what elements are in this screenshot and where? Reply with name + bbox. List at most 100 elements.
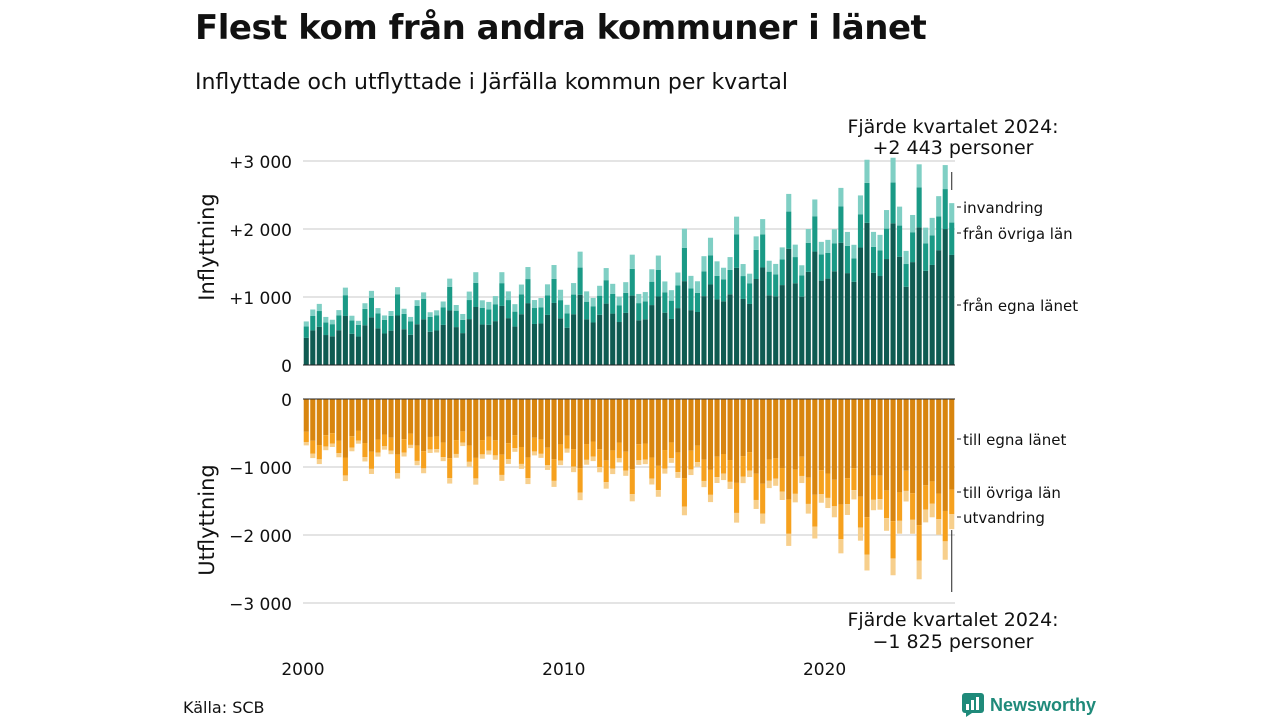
bar-segment (368, 451, 375, 469)
brand-name: Newsworthy (990, 694, 1097, 715)
bar-segment (740, 476, 746, 484)
bar-segment (923, 399, 929, 486)
bar-segment (701, 480, 707, 488)
bar-segment (864, 554, 870, 571)
bar-segment (323, 446, 329, 451)
bar-segment (903, 470, 909, 491)
bar-segment (564, 399, 570, 436)
bar-segment (773, 263, 779, 275)
y-tick-label: +3 000 (229, 153, 292, 173)
bar-segment (571, 314, 577, 365)
bar-segment (499, 305, 505, 365)
bar-segment (851, 399, 857, 469)
bar-segment (538, 307, 544, 324)
bar-segment (805, 503, 811, 514)
bar-segment (890, 157, 896, 183)
bar-segment (310, 330, 316, 365)
bar-segment (466, 461, 472, 467)
bar-segment (649, 478, 655, 485)
bar-segment (688, 469, 694, 476)
bar-segment (603, 460, 609, 483)
bar-segment (910, 232, 916, 263)
bar-segment (629, 268, 635, 296)
bar-segment (603, 399, 609, 461)
bar-segment (329, 319, 335, 325)
bar-segment (936, 493, 942, 520)
bar-segment (799, 275, 805, 297)
bar-segment (916, 525, 922, 561)
bar-segment (877, 250, 883, 277)
bar-segment (838, 399, 844, 505)
bar-segment (512, 311, 518, 327)
bar-segment (427, 331, 433, 365)
bar-segment (310, 453, 316, 459)
bar-segment (355, 399, 361, 431)
bar-segment (753, 499, 759, 509)
bar-segment (753, 473, 759, 500)
bar-segment (714, 456, 720, 478)
bar-segment (342, 475, 348, 482)
bar-segment (518, 314, 524, 365)
bar-segment (642, 399, 648, 444)
bar-segment (838, 187, 844, 207)
bar-segment (694, 462, 701, 467)
bar-segment (877, 399, 883, 476)
bar-segment (381, 319, 388, 334)
bar-segment (492, 304, 498, 322)
bar-segment (434, 330, 440, 365)
bar-segment (538, 298, 544, 308)
bar-segment (375, 313, 381, 329)
bar-segment (916, 399, 922, 526)
bar-segment (779, 399, 785, 469)
bar-segment (916, 227, 922, 365)
series-label: från egna länet (963, 297, 1078, 315)
bar-segment (499, 474, 505, 481)
bar-segment (655, 490, 661, 497)
bar-segment (740, 276, 746, 299)
bar-segment (936, 196, 942, 217)
bar-segment (342, 399, 348, 458)
bar-segment (851, 490, 857, 500)
bar-segment (466, 300, 472, 320)
bar-segment (681, 506, 687, 516)
bar-segment (479, 307, 485, 325)
bar-segment (890, 399, 896, 522)
bar-segment (388, 315, 394, 331)
bar-segment (401, 313, 407, 330)
bar-segment (818, 254, 824, 281)
bar-segment (421, 292, 427, 299)
bar-segment (831, 229, 837, 244)
bar-segment (473, 272, 479, 283)
bar-segment (636, 303, 642, 321)
bar-segment (551, 399, 557, 460)
bar-segment (721, 267, 727, 280)
bar-segment (499, 399, 505, 455)
bar-segment (375, 308, 381, 314)
bar-segment (355, 430, 361, 441)
bar-segment (342, 295, 348, 316)
bar-segment (408, 316, 414, 322)
bar-segment (538, 399, 544, 440)
y-tick-label: +1 000 (229, 289, 292, 309)
bar-segment (603, 268, 609, 281)
bar-segment (316, 445, 322, 460)
bar-segment (805, 399, 811, 478)
bar-segment (440, 399, 446, 443)
bar-segment (505, 443, 511, 460)
bar-segment (857, 247, 864, 365)
bar-segment (714, 275, 720, 300)
bar-segment (525, 457, 531, 479)
bar-segment (395, 454, 401, 474)
bar-segment (831, 479, 837, 507)
bar-segment (408, 433, 414, 445)
bar-segment (336, 399, 342, 441)
bar-segment (857, 496, 864, 528)
bar-segment (844, 273, 850, 365)
bar-segment (753, 399, 759, 474)
bar-segment (949, 254, 955, 365)
bar-segment (349, 333, 355, 365)
bar-segment (408, 334, 414, 365)
bar-segment (668, 442, 674, 459)
bar-segment (805, 477, 811, 504)
